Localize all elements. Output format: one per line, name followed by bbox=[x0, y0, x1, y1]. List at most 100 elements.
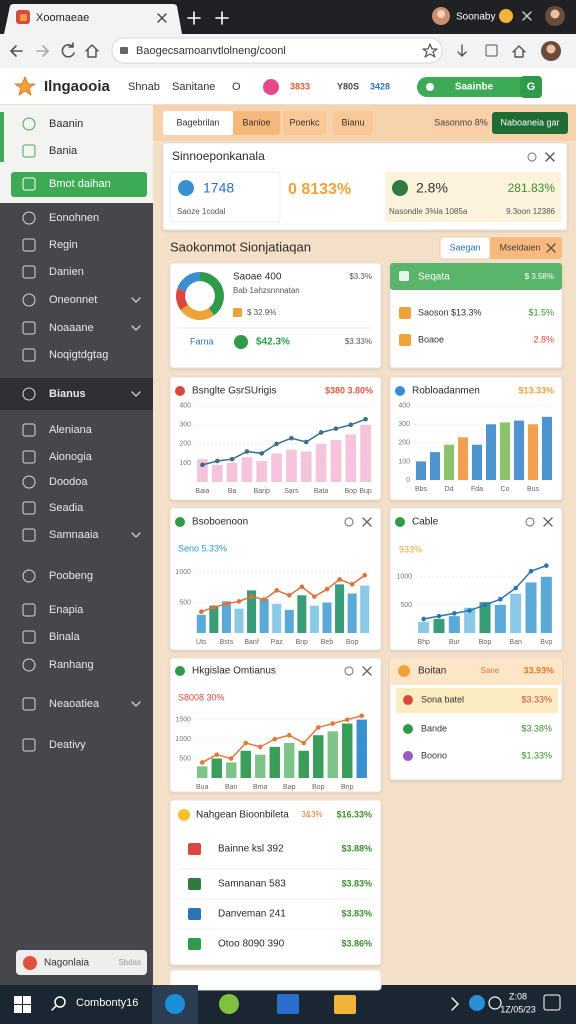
taskbar-app-icon[interactable] bbox=[277, 994, 299, 1014]
notification-icon[interactable] bbox=[543, 994, 561, 1011]
sidebar-item[interactable]: Doodoa bbox=[49, 476, 88, 488]
x-tick-label: Banf bbox=[244, 639, 258, 646]
sidebar-item[interactable]: Binala bbox=[49, 631, 80, 643]
taskbar-search[interactable]: Combonty16 bbox=[76, 997, 138, 1009]
new-tab-icon[interactable] bbox=[187, 11, 201, 25]
main-tab-label[interactable]: Banioe bbox=[242, 117, 270, 127]
x-tick-label: Bus bbox=[527, 486, 540, 493]
line-point bbox=[333, 426, 339, 431]
sidebar-item[interactable]: Ranhang bbox=[49, 659, 94, 671]
main-tab[interactable] bbox=[233, 111, 280, 135]
taskbar-app-icon[interactable] bbox=[219, 994, 239, 1014]
primary-button-label[interactable]: Naboaneia gar bbox=[500, 117, 559, 127]
download-icon[interactable] bbox=[457, 44, 467, 57]
pill-text[interactable]: Saainbe bbox=[455, 82, 494, 93]
section-button-label[interactable]: Mseidaien bbox=[499, 242, 540, 252]
line-point bbox=[228, 756, 234, 761]
chevron-icon[interactable] bbox=[131, 391, 141, 397]
sidebar-item[interactable]: Noqigtdgtag bbox=[49, 349, 108, 361]
logo-text[interactable]: Ilngaooia bbox=[44, 78, 110, 95]
line-point bbox=[200, 462, 205, 468]
close-icon[interactable] bbox=[546, 243, 556, 253]
line-point bbox=[498, 597, 503, 602]
tab-title[interactable]: Xoomaeae bbox=[36, 12, 89, 24]
sidebar-icon bbox=[22, 265, 36, 279]
taskbar-app-icon[interactable] bbox=[334, 995, 356, 1014]
sidebar-item[interactable]: Noaaane bbox=[49, 322, 94, 334]
filter-box[interactable] bbox=[432, 112, 490, 134]
filter-label[interactable]: Sasonmo 8% bbox=[434, 117, 488, 127]
main-tab-label[interactable]: Poenkc bbox=[289, 117, 320, 127]
sidebar-item[interactable]: Baanin bbox=[49, 118, 83, 130]
bar bbox=[315, 443, 327, 482]
taskbar-app-icon[interactable] bbox=[165, 994, 185, 1014]
chevron-icon[interactable] bbox=[131, 532, 141, 538]
sidebar-item[interactable]: Aleniana bbox=[49, 424, 93, 436]
close-icon[interactable] bbox=[522, 11, 532, 21]
forward-icon[interactable] bbox=[36, 45, 49, 57]
nav-item[interactable]: O bbox=[232, 81, 241, 93]
home-icon[interactable] bbox=[85, 44, 99, 58]
overview-footer-icon bbox=[234, 335, 248, 349]
chevron-icon[interactable] bbox=[131, 297, 141, 303]
active-tab[interactable] bbox=[4, 4, 182, 34]
close-icon[interactable] bbox=[362, 517, 372, 527]
share-icon[interactable] bbox=[512, 45, 526, 58]
sidebar-item[interactable]: Enapia bbox=[49, 604, 84, 616]
sidebar-footer[interactable] bbox=[16, 950, 147, 975]
sidebar-item[interactable]: Regin bbox=[49, 239, 78, 251]
section-button-label[interactable]: Saegan bbox=[449, 242, 480, 252]
primary-button[interactable] bbox=[492, 112, 568, 134]
sidebar-item[interactable]: Samnaaia bbox=[49, 529, 99, 541]
reload-icon[interactable] bbox=[61, 42, 75, 58]
nav-item[interactable]: Shnab bbox=[128, 81, 160, 93]
sidebar-item[interactable]: Eonohnen bbox=[49, 212, 99, 224]
main-tab-label[interactable]: Bianu bbox=[341, 117, 364, 127]
bookmark-icon[interactable] bbox=[422, 43, 438, 58]
address-bar[interactable] bbox=[111, 37, 443, 64]
sidebar-item[interactable]: Bania bbox=[49, 145, 78, 157]
section-button[interactable] bbox=[490, 237, 562, 259]
sidebar-icon bbox=[22, 603, 36, 617]
sidebar-item[interactable]: Bianus bbox=[49, 388, 86, 400]
settings-icon[interactable] bbox=[525, 517, 535, 527]
y-tick-label: 100 bbox=[398, 458, 410, 465]
settings-icon[interactable] bbox=[527, 152, 537, 162]
header-button-text[interactable]: G bbox=[527, 81, 536, 93]
sidebar-item[interactable]: Neaoatiea bbox=[49, 698, 100, 710]
close-icon[interactable] bbox=[543, 517, 553, 527]
url-text[interactable]: Baogecsamoanvtlolneng/coonl bbox=[136, 45, 286, 57]
nav-item[interactable]: Sanitane bbox=[172, 81, 215, 93]
chevron-icon[interactable] bbox=[131, 325, 141, 331]
close-icon[interactable] bbox=[362, 666, 372, 676]
sidebar-item[interactable]: Oneonnet bbox=[49, 294, 97, 306]
detail-header bbox=[390, 658, 562, 685]
sidebar-item[interactable]: Aionogia bbox=[49, 451, 93, 463]
main-tab[interactable] bbox=[163, 111, 233, 135]
back-icon[interactable] bbox=[10, 45, 23, 57]
x-tick-label: Beb bbox=[321, 639, 334, 646]
sidebar-item[interactable]: Deativy bbox=[49, 739, 86, 751]
sidebar-active[interactable] bbox=[11, 172, 147, 197]
sidebar-item[interactable]: Danien bbox=[49, 266, 84, 278]
chart-subtitle: S8008 30% bbox=[178, 692, 225, 702]
main-tab[interactable] bbox=[283, 111, 326, 135]
sidebar-item[interactable]: Seadia bbox=[49, 502, 84, 514]
close-icon[interactable] bbox=[157, 13, 167, 23]
search-icon[interactable] bbox=[54, 996, 66, 1008]
bar bbox=[443, 444, 455, 480]
new-tab-icon[interactable] bbox=[215, 11, 229, 25]
settings-icon[interactable] bbox=[344, 517, 354, 527]
sidebar-item[interactable]: Bmot daihan bbox=[49, 178, 111, 190]
settings-icon[interactable] bbox=[344, 666, 354, 676]
main-tab[interactable] bbox=[333, 111, 373, 135]
extension-icon[interactable] bbox=[499, 9, 513, 23]
menu-icon[interactable] bbox=[485, 44, 498, 57]
close-icon[interactable] bbox=[545, 152, 555, 162]
header-button[interactable] bbox=[520, 76, 542, 98]
status-pill[interactable] bbox=[417, 77, 531, 97]
y-tick-label: 200 bbox=[179, 441, 191, 448]
sidebar-item[interactable]: Poobeng bbox=[49, 570, 93, 582]
main-tab-label[interactable]: Bagebrilan bbox=[176, 117, 219, 127]
chevron-icon[interactable] bbox=[131, 701, 141, 707]
